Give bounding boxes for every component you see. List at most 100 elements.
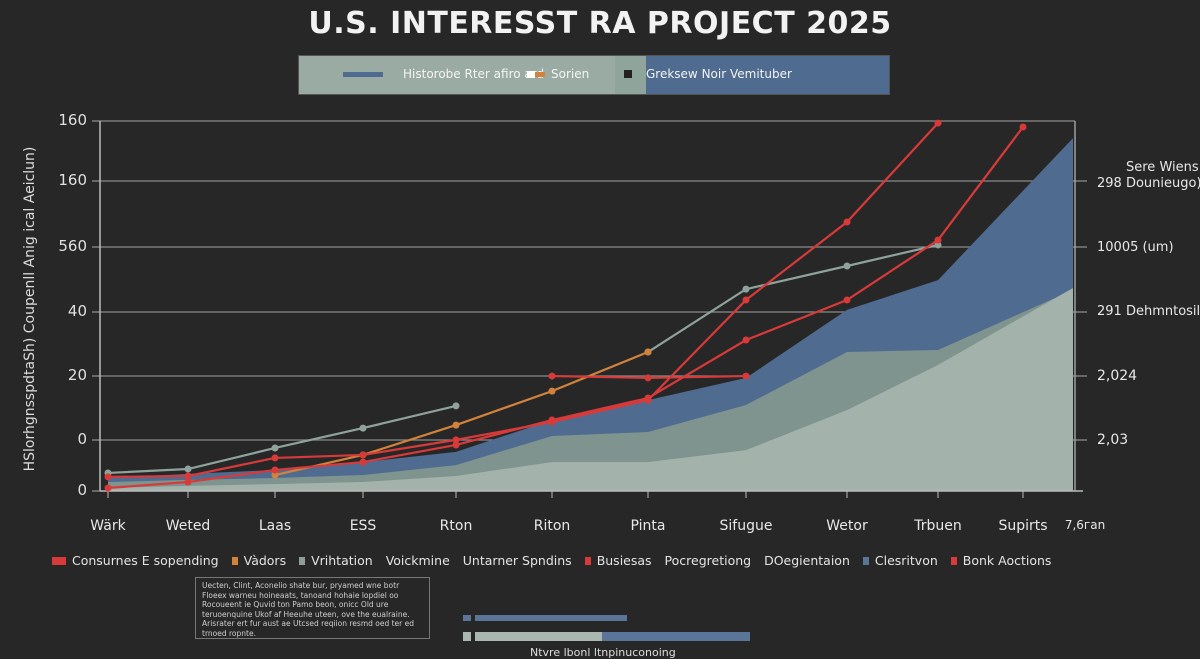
legend-label: Consurnes E sopending [72,553,219,568]
data-point [934,241,942,249]
data-point [644,374,652,382]
data-point [742,372,750,380]
legend-swatch [584,556,591,565]
right-axis-label: 291 Dehmntosil [1097,304,1200,319]
legend-swatch [52,556,66,565]
legend-swatch [527,70,535,78]
bottom-legend: Consurnes E sopending Vàdors Vrihtation Voi… [52,553,1051,568]
legend-swatch [862,556,869,565]
area-series [108,287,1073,491]
legend-label: Clesritvon [874,553,938,568]
data-point [271,471,279,479]
x-tick-label: Laas [258,518,292,534]
data-point [184,465,192,473]
legend-label: Historobe Rter afiro ard [403,67,545,81]
data-point [452,402,460,410]
data-point [843,218,851,226]
top-legend: Historobe Rter afiro ard Sorien Greksew … [298,55,890,95]
data-point [843,262,851,270]
legend-label: Vrihtation [311,553,373,568]
data-point [742,285,750,293]
data-point [359,458,367,466]
legend-item: Busiesas [584,553,652,568]
data-point [548,387,556,395]
line-series [647,243,939,353]
progress-bar-marker [463,632,471,641]
data-point [359,451,367,459]
data-point [548,372,556,380]
data-point [452,436,460,444]
x-extra-label: 7,6гаn [1064,518,1106,532]
data-point [271,454,279,462]
y-tick-label: 0 [77,430,87,448]
x-tick-label: Riton [533,518,571,534]
data-point [548,416,556,424]
progress-bar-marker [463,615,471,621]
data-point [644,348,652,356]
legend-label: Greksew Noir Vemituber [646,67,792,81]
legend-label: DOegientaion [764,553,850,568]
x-tick-label: Wärk [90,518,126,534]
data-point [742,336,750,344]
x-tick-label: Sifugue [719,518,773,534]
y-tick-label: 0 [77,481,87,499]
legend-swatch [343,71,383,77]
x-tick-label: Weted [165,518,211,534]
data-point [934,236,942,244]
legend-item: Voickmine [386,553,450,568]
y-tick-label: 160 [58,171,87,189]
line-series [107,122,939,478]
y-tick-label: 20 [67,366,87,384]
legend-label: Vàdors [243,553,287,568]
progress-bar-2-segment [602,632,750,641]
x-tick-label: Wetor [826,518,868,534]
x-tick-label: ESS [349,518,377,534]
legend-swatch [299,556,306,565]
data-point [184,478,192,486]
chart-title: U.S. INTERESST RA PROJECT 2025 [308,6,892,41]
data-point [452,421,460,429]
top-legend-item: Sorien [527,67,589,81]
legend-label: Sorien [551,67,590,81]
data-point [184,472,192,480]
x-tick-label: Supirts [998,518,1048,534]
legend-item: Consurnes E sopending [52,553,219,568]
right-axis-label: 2,03 [1097,432,1129,448]
legend-swatch [950,556,957,565]
legend-swatch [535,71,545,77]
data-point [271,466,279,474]
data-point [104,484,112,492]
caption: Ntvre lbonl ltnpinuconoing [530,646,676,659]
right-axis-title: Sere Wiens [1126,160,1199,175]
data-point [359,424,367,432]
legend-item: Vàdors [231,553,287,568]
legend-item: Untarner Spndins [463,553,572,568]
y-tick-label: 160 [58,111,87,129]
right-axis-label: 298 Dounieugo) [1097,176,1200,191]
top-legend-item: Historobe Rter afiro ard [343,67,544,81]
y-tick-label: 40 [67,302,87,320]
data-point [843,296,851,304]
legend-item: Clesritvon [862,553,938,568]
legend-band [646,56,889,94]
data-point [104,473,112,481]
legend-swatch [231,556,238,565]
legend-swatch [624,70,632,78]
data-point [644,394,652,402]
legend-item: Vrihtation [299,553,373,568]
note-box: Uecten, Clint, Aconelio shate bur, pryam… [195,577,430,639]
top-legend-item: Greksew Noir Vemituber [624,67,792,81]
x-tick-label: Rton [439,518,473,534]
legend-label: Pocregretiong [664,553,752,568]
legend-item: Pocregretiong [665,553,752,568]
y-tick-label: 560 [58,237,87,255]
legend-label: Untarner Spndins [462,553,572,568]
progress-bar-1 [475,615,627,621]
right-axis-label: 10005 (um) [1097,240,1174,255]
data-point [452,441,460,449]
data-point [934,119,942,127]
x-tick-label: Trbuen [914,518,962,534]
data-point [1019,123,1027,131]
data-point [271,444,279,452]
